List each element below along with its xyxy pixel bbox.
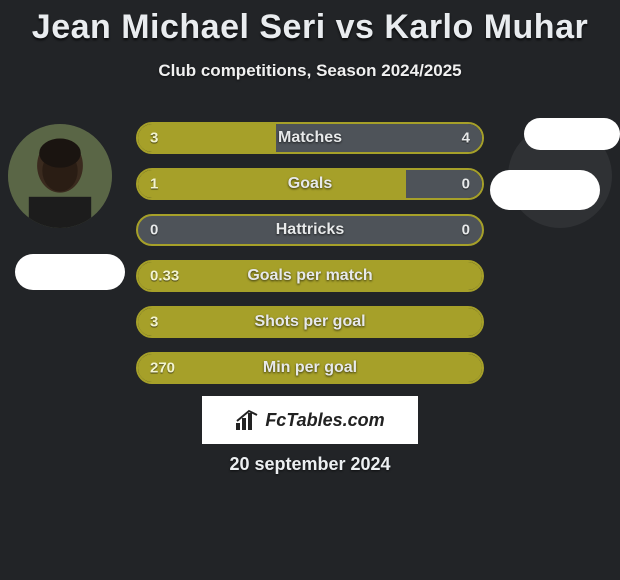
stat-bar-row: Min per goal270: [136, 352, 484, 384]
stat-bar-row: Hattricks0 0: [136, 214, 484, 246]
branding-logo-icon: [235, 409, 259, 431]
page-title: Jean Michael Seri vs Karlo Muhar: [0, 0, 620, 47]
comparison-bars: Matches34Goals10Hattricks00Goals per mat…: [136, 122, 484, 398]
stat-bar-value-left: 0: [150, 222, 158, 239]
branding-badge: FcTables.com: [202, 396, 418, 444]
stat-bar-row: Goals1 0: [136, 168, 484, 200]
stat-bar-value-left: 1: [150, 176, 158, 193]
stat-bar-row: Goals per match0.33: [136, 260, 484, 292]
stat-bar-value-right: 4: [462, 130, 470, 147]
stat-bar-value-right: 0: [462, 176, 470, 193]
snapshot-date: 20 september 2024: [0, 454, 620, 475]
player-right-badge-2: [490, 170, 600, 210]
branding-text: FcTables.com: [265, 410, 384, 431]
stat-bar-row: Shots per goal3: [136, 306, 484, 338]
stat-bar-value-left: 270: [150, 360, 175, 377]
player-right-badge-1: [524, 118, 620, 150]
stat-bar-label: Goals per match: [138, 267, 482, 285]
stat-bar-value-left: 3: [150, 130, 158, 147]
stat-bar-label: Matches: [138, 129, 482, 147]
stat-bar-label: Goals: [138, 175, 482, 193]
stat-bar-value-left: 3: [150, 314, 158, 331]
stat-bar-label: Min per goal: [138, 359, 482, 377]
stat-bar-label: Hattricks: [138, 221, 482, 239]
stat-bar-row: Matches3 4: [136, 122, 484, 154]
player-left-flag: [15, 254, 125, 290]
page-subtitle: Club competitions, Season 2024/2025: [0, 61, 620, 81]
player-left-avatar: [8, 124, 112, 228]
stat-bar-value-right: 0: [462, 222, 470, 239]
stat-bar-value-left: 0.33: [150, 268, 179, 285]
stat-bar-label: Shots per goal: [138, 313, 482, 331]
